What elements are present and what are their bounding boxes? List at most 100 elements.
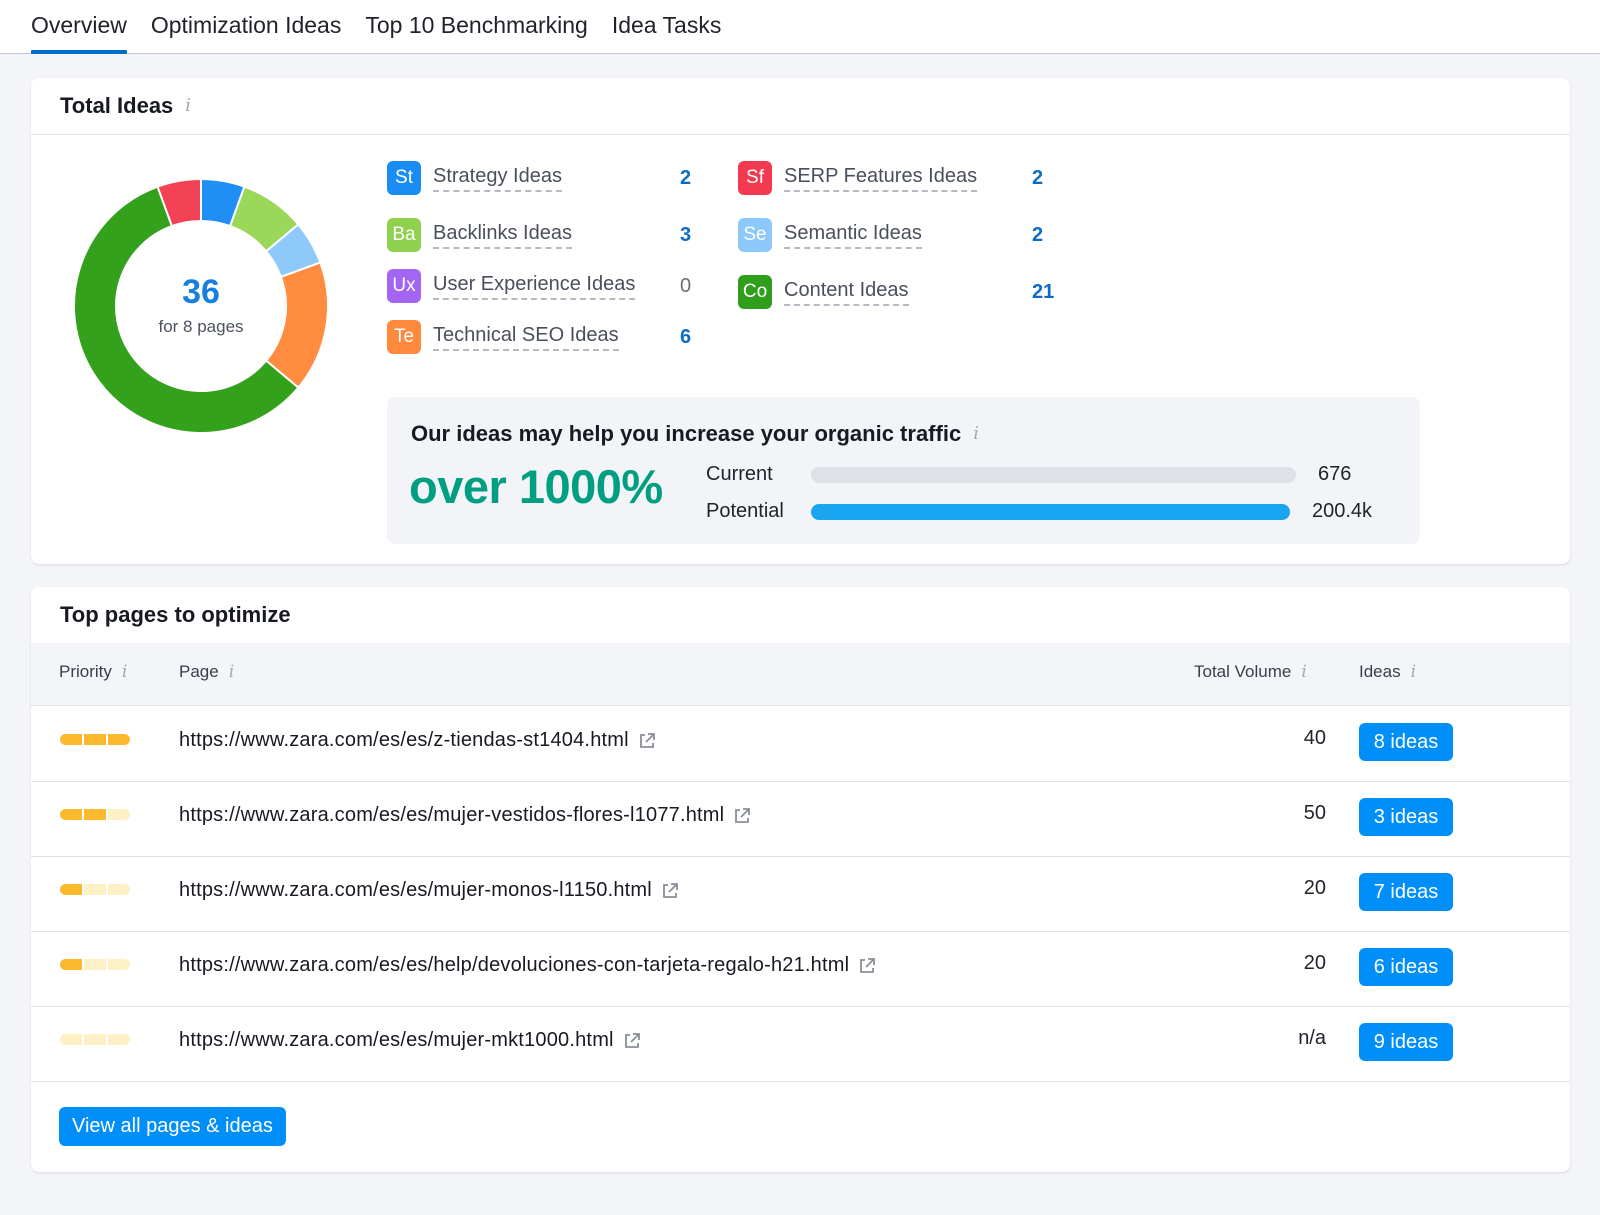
priority-segment bbox=[108, 884, 130, 895]
semantic-badge-icon: Se bbox=[738, 218, 772, 252]
potential-value: 200.4k bbox=[1312, 500, 1373, 522]
table-header: Priority i Page i Total Volume i Ideas i bbox=[31, 643, 1570, 706]
page-url[interactable]: https://www.zara.com/es/es/mujer-mkt1000… bbox=[179, 1029, 614, 1051]
col-priority[interactable]: Priority i bbox=[59, 662, 127, 682]
page-url-link[interactable]: https://www.zara.com/es/es/mujer-monos-l… bbox=[179, 879, 680, 902]
priority-segment bbox=[60, 809, 82, 820]
donut-center: 36 for 8 pages bbox=[71, 176, 331, 436]
info-icon[interactable]: i bbox=[185, 95, 192, 116]
idea-serp-features[interactable]: Sf SERP Features Ideas bbox=[738, 160, 978, 196]
idea-label[interactable]: Backlinks Ideas bbox=[433, 222, 572, 249]
potential-label: Potential bbox=[706, 500, 784, 522]
idea-technical-seo[interactable]: Te Technical SEO Ideas bbox=[387, 319, 619, 355]
idea-label[interactable]: Technical SEO Ideas bbox=[433, 324, 619, 351]
ux-badge-icon: Ux bbox=[387, 269, 421, 303]
page-url[interactable]: https://www.zara.com/es/es/z-tiendas-st1… bbox=[179, 729, 629, 751]
priority-indicator bbox=[60, 734, 130, 745]
idea-backlinks[interactable]: Ba Backlinks Ideas bbox=[387, 217, 572, 253]
idea-count-strategy[interactable]: 2 bbox=[680, 167, 692, 189]
external-link-icon[interactable] bbox=[857, 956, 877, 976]
info-icon[interactable]: i bbox=[228, 661, 235, 682]
strategy-badge-icon: St bbox=[387, 161, 421, 195]
col-page-label: Page bbox=[179, 662, 219, 681]
ideas-button[interactable]: 3 ideas bbox=[1359, 798, 1453, 836]
priority-indicator bbox=[60, 1034, 130, 1045]
col-volume-label: Total Volume bbox=[1194, 662, 1292, 681]
page-url[interactable]: https://www.zara.com/es/es/mujer-vestido… bbox=[179, 804, 725, 826]
tab-overview[interactable]: Overview bbox=[31, 12, 127, 54]
idea-content[interactable]: Co Content Ideas bbox=[738, 274, 909, 310]
tab-idea-tasks[interactable]: Idea Tasks bbox=[611, 12, 722, 38]
page-url-link[interactable]: https://www.zara.com/es/es/help/devoluci… bbox=[179, 954, 877, 977]
table-row: https://www.zara.com/es/es/mujer-monos-l… bbox=[31, 856, 1570, 932]
idea-strategy[interactable]: St Strategy Ideas bbox=[387, 160, 562, 196]
ideas-button[interactable]: 8 ideas bbox=[1359, 723, 1453, 761]
ideas-button[interactable]: 7 ideas bbox=[1359, 873, 1453, 911]
idea-label[interactable]: Semantic Ideas bbox=[784, 222, 922, 249]
total-ideas-header: Total Ideas i bbox=[31, 78, 1570, 135]
priority-segment bbox=[84, 1034, 106, 1045]
idea-count-semantic[interactable]: 2 bbox=[1032, 224, 1044, 246]
priority-segment bbox=[60, 959, 82, 970]
priority-segment bbox=[108, 1034, 130, 1045]
priority-segment bbox=[108, 809, 130, 820]
technical-seo-badge-icon: Te bbox=[387, 320, 421, 354]
idea-count-technical-seo[interactable]: 6 bbox=[680, 326, 692, 348]
external-link-icon[interactable] bbox=[660, 881, 680, 901]
tab-top-10-benchmarking[interactable]: Top 10 Benchmarking bbox=[365, 12, 588, 38]
col-ideas-label: Ideas bbox=[1359, 662, 1401, 681]
page-url-link[interactable]: https://www.zara.com/es/es/mujer-vestido… bbox=[179, 804, 752, 827]
total-volume: 20 bbox=[1303, 952, 1326, 974]
table-row: https://www.zara.com/es/es/mujer-mkt1000… bbox=[31, 1006, 1570, 1082]
external-link-icon[interactable] bbox=[622, 1031, 642, 1051]
external-link-icon[interactable] bbox=[637, 731, 657, 751]
current-bar-fill bbox=[811, 467, 1296, 483]
donut-slice-serp-features-ideas[interactable] bbox=[156, 177, 202, 228]
content-badge-icon: Co bbox=[738, 275, 772, 309]
info-icon[interactable]: i bbox=[1410, 661, 1417, 682]
donut-total: 36 bbox=[182, 273, 220, 311]
traffic-potential-box: Our ideas may help you increase your org… bbox=[387, 397, 1420, 544]
idea-count-ux: 0 bbox=[680, 275, 692, 297]
idea-count-backlinks[interactable]: 3 bbox=[680, 224, 692, 246]
current-value: 676 bbox=[1318, 463, 1352, 485]
traffic-title-text: Our ideas may help you increase your org… bbox=[411, 421, 962, 446]
priority-segment bbox=[84, 809, 106, 820]
info-icon[interactable]: i bbox=[1301, 661, 1307, 682]
priority-indicator bbox=[60, 884, 130, 895]
ideas-button[interactable]: 6 ideas bbox=[1359, 948, 1453, 986]
info-icon[interactable]: i bbox=[121, 661, 128, 682]
idea-label[interactable]: Content Ideas bbox=[784, 279, 909, 306]
idea-count-serp-features[interactable]: 2 bbox=[1032, 167, 1044, 189]
donut-svg bbox=[73, 177, 329, 434]
idea-count-content[interactable]: 21 bbox=[1032, 281, 1055, 303]
idea-label[interactable]: Strategy Ideas bbox=[433, 165, 562, 192]
total-volume: 20 bbox=[1303, 877, 1326, 899]
page-url[interactable]: https://www.zara.com/es/es/mujer-monos-l… bbox=[179, 879, 652, 901]
page-url[interactable]: https://www.zara.com/es/es/help/devoluci… bbox=[179, 954, 850, 976]
table-row: https://www.zara.com/es/es/help/devoluci… bbox=[31, 931, 1570, 1007]
top-pages-header: Top pages to optimize bbox=[31, 587, 1570, 644]
view-all-pages-button[interactable]: View all pages & ideas bbox=[59, 1107, 286, 1146]
idea-label[interactable]: SERP Features Ideas bbox=[784, 165, 978, 192]
total-ideas-card: Total Ideas i 36 for 8 pages St Strategy… bbox=[31, 78, 1570, 564]
col-total-volume[interactable]: Total Volume i bbox=[1194, 662, 1307, 682]
priority-segment bbox=[84, 959, 106, 970]
priority-segment bbox=[84, 884, 106, 895]
page-url-link[interactable]: https://www.zara.com/es/es/z-tiendas-st1… bbox=[179, 729, 657, 752]
page-url-link[interactable]: https://www.zara.com/es/es/mujer-mkt1000… bbox=[179, 1029, 642, 1052]
total-volume: 40 bbox=[1303, 727, 1326, 749]
external-link-icon[interactable] bbox=[732, 806, 752, 826]
ideas-donut-chart: 36 for 8 pages bbox=[71, 176, 331, 436]
ideas-button[interactable]: 9 ideas bbox=[1359, 1023, 1453, 1061]
tab-optimization-ideas[interactable]: Optimization Ideas bbox=[150, 12, 342, 38]
idea-semantic[interactable]: Se Semantic Ideas bbox=[738, 217, 922, 253]
col-ideas[interactable]: Ideas i bbox=[1359, 662, 1416, 682]
donut-slice-content-ideas[interactable] bbox=[73, 185, 300, 434]
idea-user-experience[interactable]: Ux User Experience Ideas bbox=[387, 268, 636, 304]
info-icon[interactable]: i bbox=[973, 423, 979, 444]
priority-segment bbox=[60, 884, 82, 895]
idea-label[interactable]: User Experience Ideas bbox=[433, 273, 636, 300]
col-page[interactable]: Page i bbox=[179, 662, 234, 682]
top-pages-card: Top pages to optimize Priority i Page i … bbox=[31, 587, 1570, 1172]
